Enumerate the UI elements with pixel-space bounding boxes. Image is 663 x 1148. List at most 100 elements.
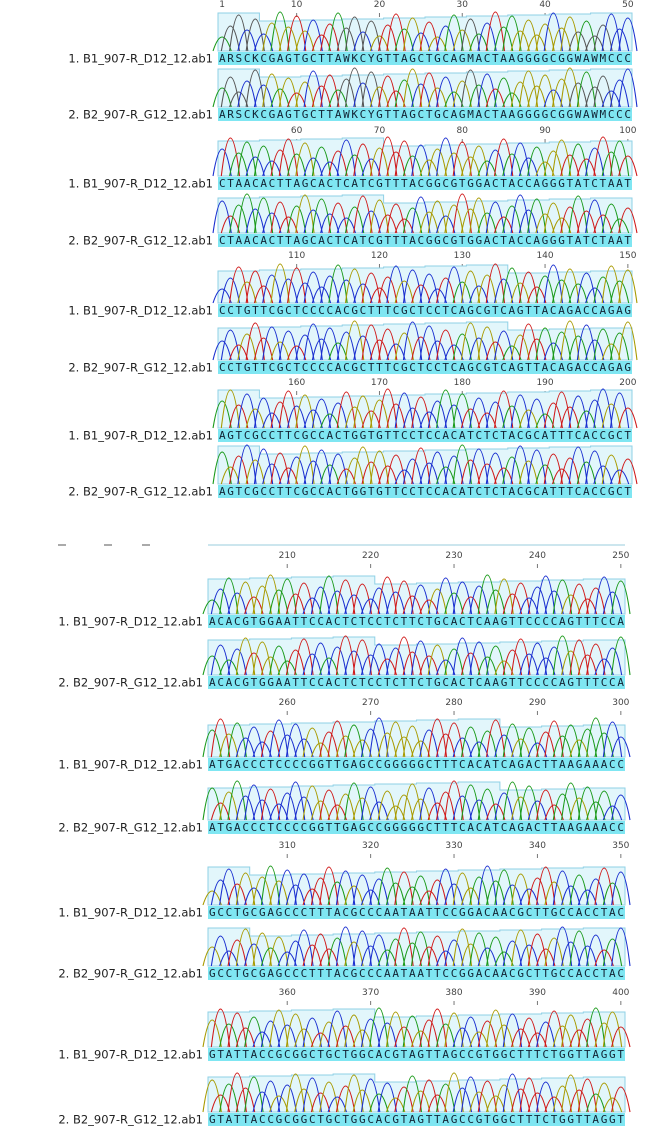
- trace-peak: [518, 323, 539, 361]
- sequence: CCTGTTCGCTCCCCACGCTTTCGCTCCTCAGCGTCAGTTA…: [219, 361, 631, 374]
- trace-peak: [560, 67, 580, 108]
- trace-peak: [394, 140, 414, 177]
- trace-peak: [237, 193, 257, 234]
- trace-peak: [320, 275, 340, 304]
- trace-peak: [502, 153, 522, 177]
- trace-peak: [527, 933, 548, 967]
- trace-peak: [327, 720, 347, 758]
- trace-peak: [402, 651, 423, 676]
- trace-peak: [502, 456, 522, 485]
- trace-peak: [552, 926, 573, 967]
- trace-peak: [277, 1084, 297, 1113]
- trace-peak: [386, 13, 406, 52]
- quality-area: [217, 12, 633, 52]
- trace-peak: [436, 25, 456, 52]
- row-label: 1. B1_907-R_D12_12.ab1: [58, 758, 203, 772]
- trace-peak: [519, 727, 539, 758]
- position-tick: 160: [288, 378, 305, 388]
- trace-peak: [328, 402, 348, 429]
- trace-peak: [327, 1010, 347, 1048]
- trace-peak: [560, 16, 580, 52]
- trace-peak: [394, 280, 414, 304]
- trace-peak: [237, 393, 257, 429]
- trace-peak: [344, 154, 365, 177]
- trace-peak: [360, 786, 381, 821]
- row-label: 2. B2_907-R_G12_12.ab1: [68, 108, 213, 122]
- sequence-bar: [208, 615, 625, 628]
- trace-peak: [561, 724, 581, 758]
- trace-peak: [411, 396, 431, 429]
- trace-peak: [227, 1072, 247, 1113]
- trace-peak: [344, 206, 365, 234]
- trace-peak: [585, 339, 605, 361]
- trace-peak: [618, 269, 638, 304]
- trace-peak: [586, 934, 606, 967]
- trace-peak: [444, 648, 464, 676]
- trace-peak: [486, 589, 506, 615]
- trace-peak: [502, 781, 523, 821]
- trace-peak: [360, 1018, 381, 1048]
- row-label: 1. B1_907-R_D12_12.ab1: [68, 177, 213, 191]
- trace-peak: [543, 12, 563, 52]
- trace-peak: [244, 1016, 264, 1048]
- position-tick: 340: [529, 841, 546, 851]
- trace-peak: [511, 1088, 531, 1113]
- trace-peak: [235, 1087, 256, 1113]
- trace-peak: [593, 214, 613, 234]
- trace-peak: [494, 869, 514, 906]
- trace-peak: [460, 652, 481, 676]
- trace-peak: [577, 654, 598, 676]
- sequence: ATGACCCTCCCCGGTTGAGCCGGGGGCTTTCACATCAGAC…: [209, 758, 624, 771]
- trace-peak: [527, 146, 547, 177]
- position-tick: 50: [622, 0, 634, 10]
- row-label: 1. B1_907-R_D12_12.ab1: [58, 906, 203, 920]
- trace-peak: [327, 646, 347, 676]
- trace-peak: [285, 940, 306, 967]
- trace-peak: [519, 1077, 539, 1113]
- trace-peak: [277, 869, 297, 906]
- trace-peak: [585, 147, 605, 177]
- trace-peak: [335, 870, 356, 906]
- trace-peak: [220, 277, 241, 304]
- trace-peak: [611, 927, 631, 967]
- trace-peak: [294, 1028, 314, 1048]
- trace-peak: [568, 31, 588, 52]
- trace-peak: [618, 68, 638, 108]
- position-tick: 390: [529, 988, 546, 998]
- trace-peak: [402, 1015, 423, 1048]
- trace-peak: [444, 722, 464, 758]
- trace-peak: [270, 149, 290, 177]
- trace-peak: [369, 801, 389, 821]
- trace-peak: [469, 932, 489, 967]
- trace-peak: [485, 452, 506, 485]
- row-label: 1. B1_907-R_D12_12.ab1: [58, 1048, 203, 1062]
- trace-peak: [561, 885, 581, 906]
- trace-peak: [361, 324, 381, 361]
- trace-peak: [601, 454, 621, 485]
- trace-peak: [369, 339, 390, 361]
- trace-peak: [344, 406, 365, 429]
- trace-peak: [252, 585, 272, 615]
- trace-peak: [320, 213, 340, 234]
- trace-peak: [411, 336, 431, 361]
- trace-peak: [436, 76, 456, 108]
- trace-peak: [385, 721, 406, 758]
- trace-peak: [220, 137, 241, 177]
- trace-peak: [270, 263, 290, 304]
- trace-peak: [551, 279, 572, 304]
- position-tick: 20: [374, 0, 386, 10]
- trace-peak: [444, 592, 464, 615]
- trace-peak: [444, 780, 464, 821]
- trace-peak: [560, 206, 580, 234]
- trace-peak: [543, 264, 563, 304]
- trace-peak: [427, 588, 448, 615]
- trace-peak: [560, 320, 580, 361]
- trace-peak: [469, 876, 489, 906]
- trace-peak: [394, 79, 414, 108]
- trace-peak: [410, 640, 431, 676]
- trace-peak: [252, 876, 272, 906]
- trace-peak: [551, 331, 572, 361]
- trace-peak: [544, 720, 564, 758]
- trace-peak: [586, 1093, 606, 1113]
